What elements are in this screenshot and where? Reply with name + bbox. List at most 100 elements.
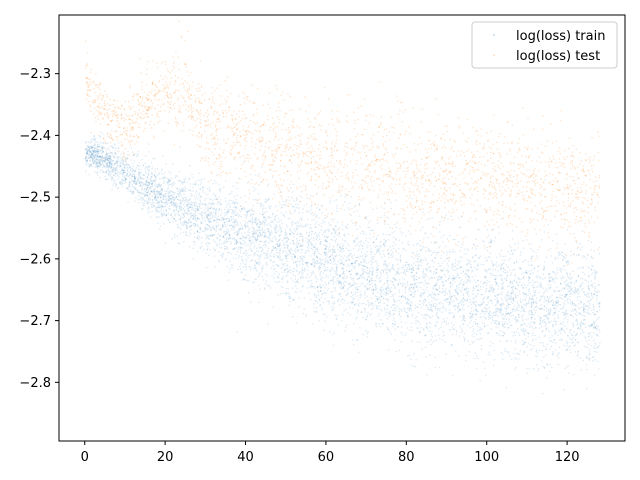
data-point (257, 88, 259, 90)
data-point (189, 129, 191, 131)
data-point (552, 142, 554, 144)
data-point (192, 218, 195, 221)
data-point (525, 161, 527, 164)
data-point (382, 179, 385, 182)
data-point (292, 121, 294, 123)
data-point (463, 203, 465, 205)
data-point (271, 250, 273, 252)
data-point (567, 205, 569, 207)
data-point (403, 213, 406, 215)
data-point (498, 293, 500, 295)
data-point (239, 205, 242, 207)
data-point (578, 177, 580, 179)
data-point (203, 114, 205, 117)
data-point (188, 235, 190, 237)
data-point (219, 84, 221, 86)
data-point (505, 279, 508, 281)
data-point (476, 186, 478, 188)
data-point (382, 250, 384, 252)
data-point (236, 139, 238, 141)
data-point (120, 145, 123, 147)
data-point (468, 277, 470, 279)
data-point (261, 139, 264, 142)
data-point (360, 261, 362, 263)
data-point (508, 259, 510, 261)
data-point (279, 178, 282, 180)
data-point (560, 214, 562, 216)
data-point (172, 181, 175, 184)
data-point (443, 188, 445, 190)
data-point (383, 245, 385, 247)
data-point (411, 271, 413, 273)
data-point (265, 142, 267, 144)
data-point (247, 130, 249, 132)
data-point (388, 131, 390, 133)
data-point (401, 207, 403, 210)
data-point (132, 167, 134, 169)
data-point (128, 164, 130, 166)
data-point (565, 207, 567, 209)
data-point (314, 137, 316, 139)
data-point (528, 181, 530, 183)
data-point (326, 148, 328, 150)
data-point (182, 121, 184, 124)
data-point (559, 161, 561, 164)
data-point (277, 106, 280, 108)
data-point (412, 269, 414, 271)
data-point (209, 148, 211, 150)
data-point (591, 336, 593, 338)
data-point (282, 292, 284, 295)
data-point (200, 109, 202, 112)
data-point (184, 101, 187, 103)
data-point (375, 160, 377, 162)
data-point (199, 122, 201, 125)
data-point (490, 209, 492, 211)
data-point (148, 181, 150, 183)
data-point (576, 314, 578, 316)
data-point (315, 193, 318, 196)
data-point (94, 156, 96, 159)
data-point (153, 191, 155, 193)
data-point (477, 293, 479, 295)
data-point (331, 110, 333, 112)
data-point (423, 237, 425, 240)
data-point (571, 155, 573, 157)
data-point (530, 282, 532, 284)
data-point (278, 273, 280, 275)
data-point (340, 300, 342, 302)
data-point (333, 145, 336, 147)
data-point (336, 315, 338, 317)
data-point (131, 114, 134, 117)
data-point (244, 263, 246, 266)
data-point (378, 145, 380, 148)
data-point (380, 205, 382, 208)
data-point (315, 310, 317, 312)
data-point (565, 174, 568, 176)
data-point (137, 195, 139, 197)
data-point (559, 283, 562, 285)
data-point (398, 239, 400, 241)
data-point (327, 180, 329, 182)
data-point (281, 222, 283, 224)
data-point (274, 131, 277, 133)
data-point (539, 187, 542, 189)
data-point (334, 263, 336, 265)
data-point (98, 156, 100, 158)
data-point (364, 216, 367, 219)
data-point (315, 234, 318, 236)
data-point (595, 327, 597, 329)
data-point (545, 219, 547, 221)
data-point (566, 172, 568, 175)
data-point (204, 148, 207, 150)
data-point (310, 179, 312, 181)
data-point (276, 183, 278, 185)
data-point (445, 183, 447, 185)
data-point (421, 203, 424, 205)
data-point (593, 155, 596, 157)
data-point (111, 169, 113, 172)
data-point (278, 201, 280, 203)
data-point (127, 186, 129, 188)
data-point (472, 290, 474, 292)
data-point (424, 165, 426, 167)
data-point (548, 273, 551, 275)
